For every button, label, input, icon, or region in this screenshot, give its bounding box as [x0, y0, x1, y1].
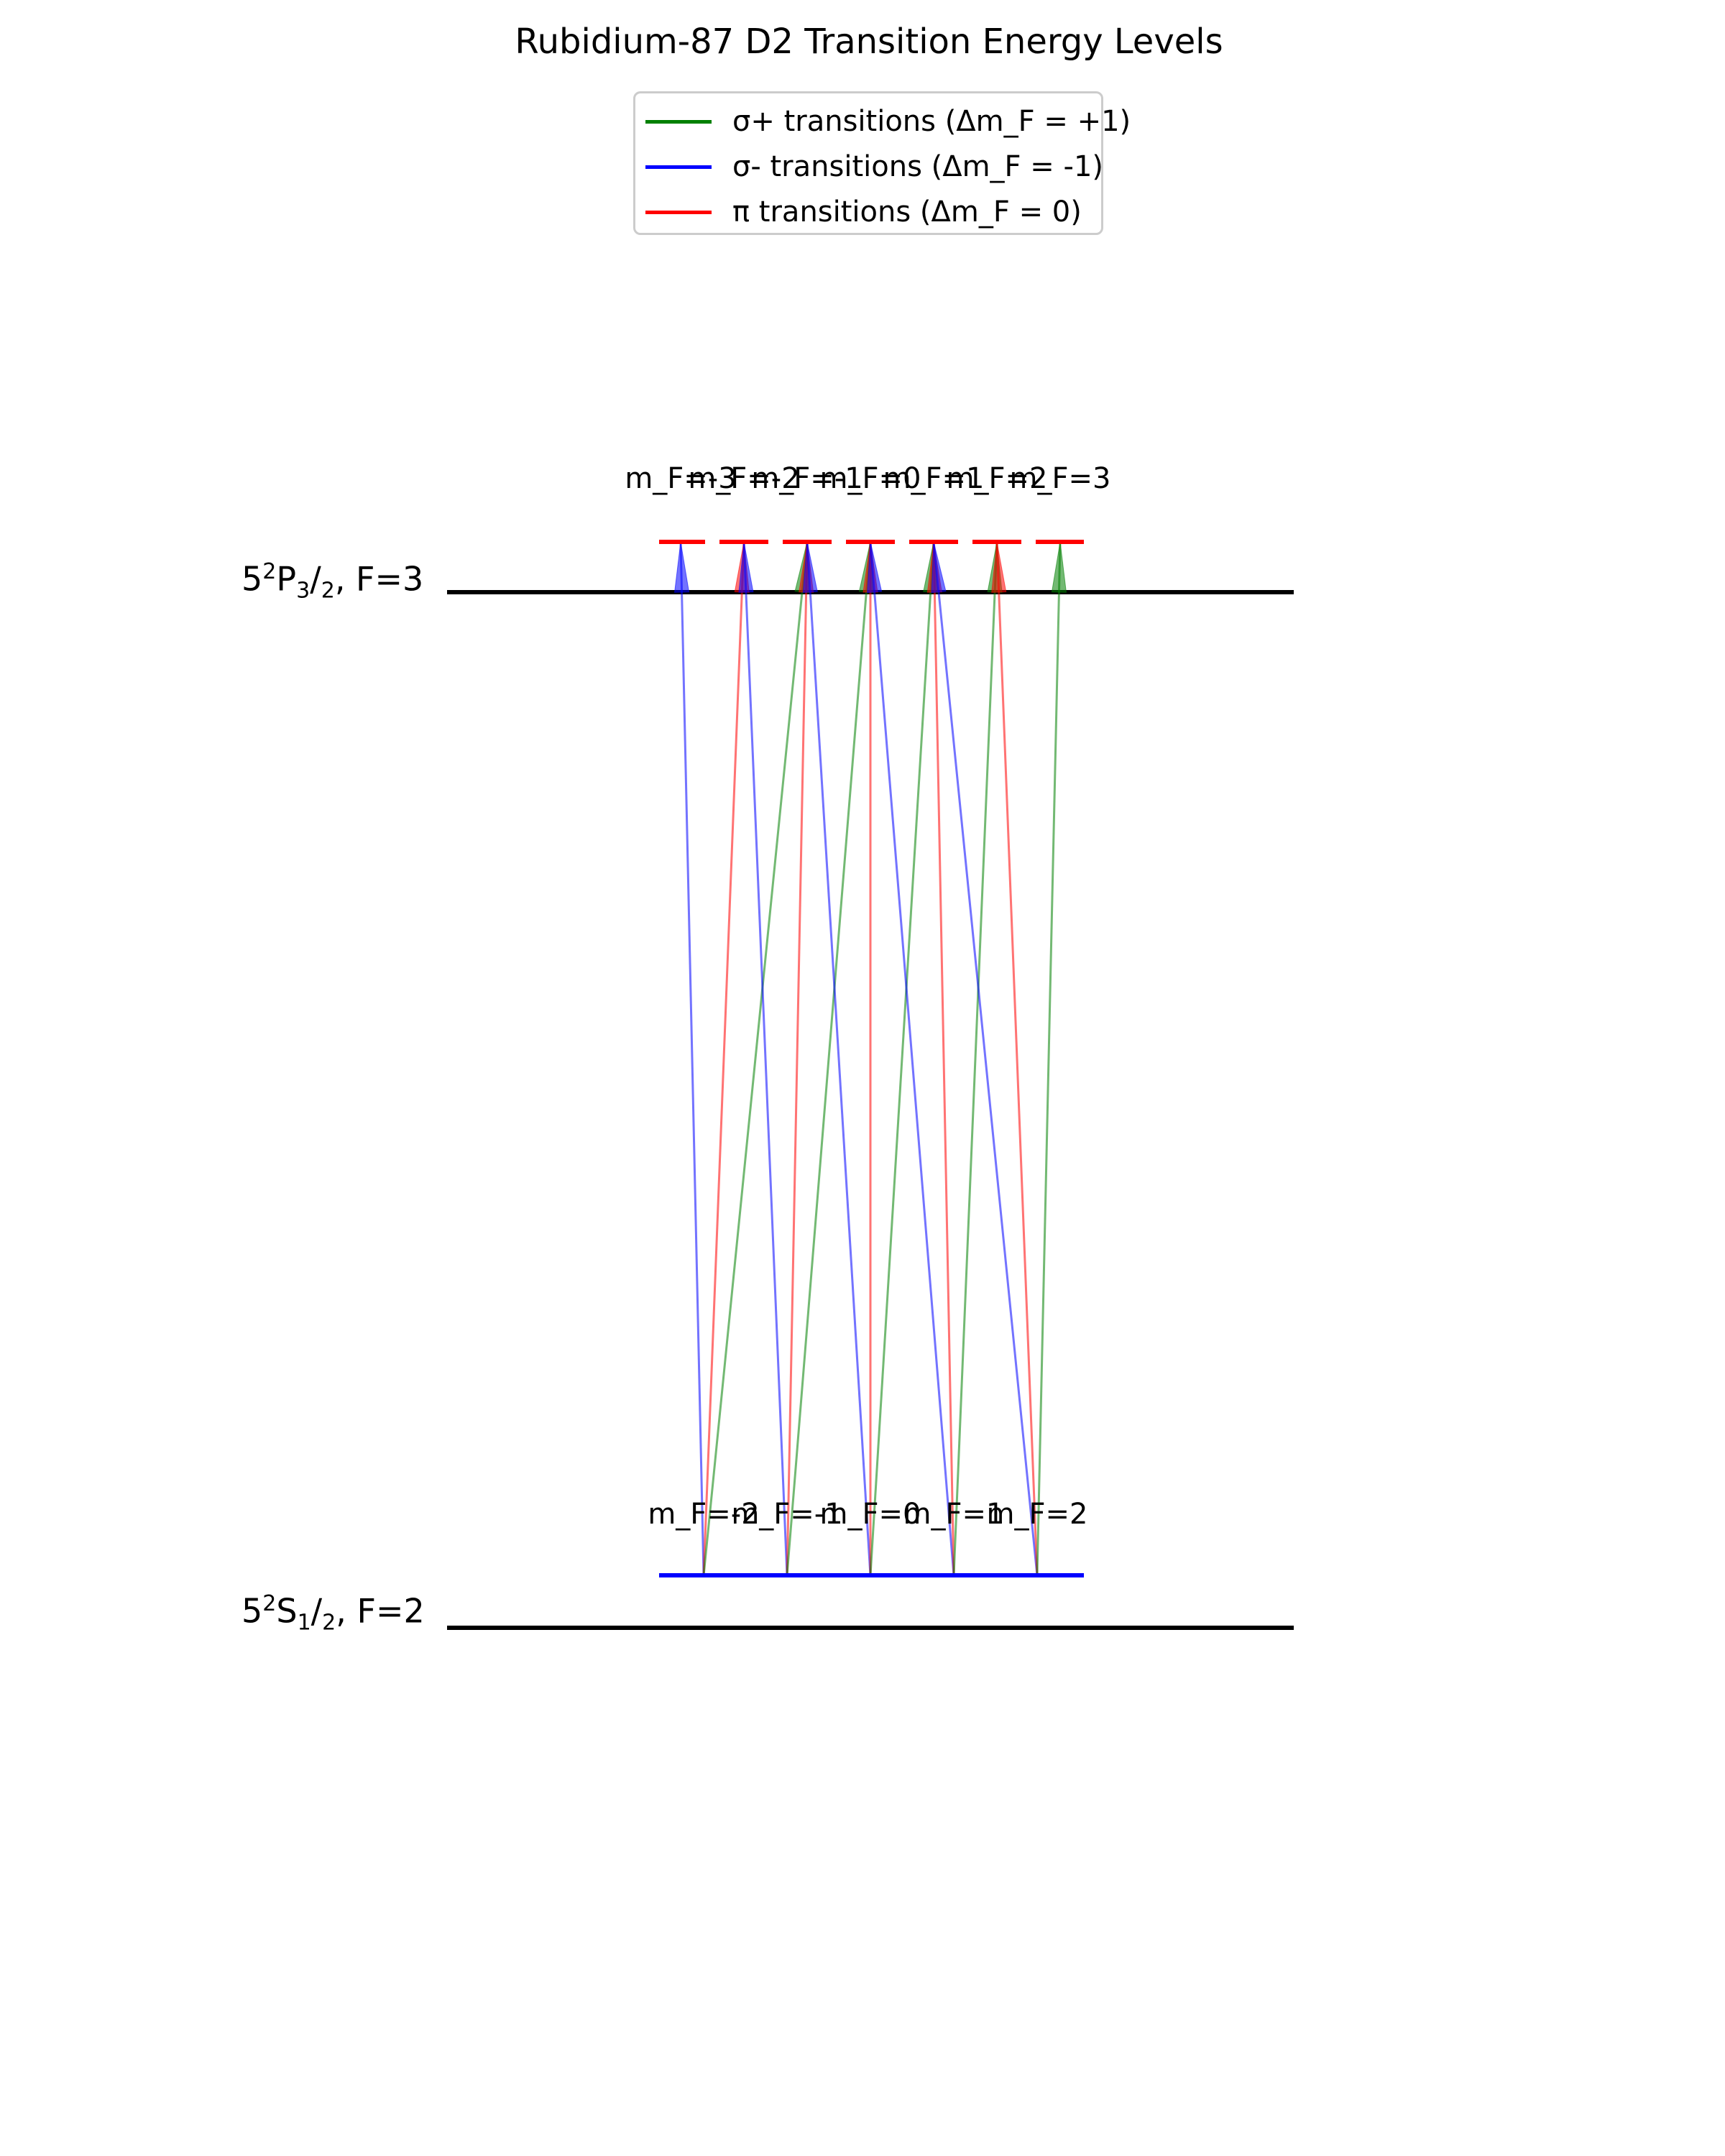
transition-line-sigma--3 [744, 542, 787, 1575]
transitions-layer [675, 542, 1067, 1575]
transition-line-sigma+-11 [954, 542, 997, 1575]
transition-line-pi-13 [997, 542, 1037, 1575]
transition-line-sigma--9 [870, 542, 954, 1575]
transition-line-sigma+-8 [870, 542, 934, 1575]
transition-line-sigma--12 [934, 542, 1037, 1575]
sublevel-labels-layer: m_F=-3m_F=-2m_F=-1m_F=0m_F=1m_F=2m_F=3m_… [625, 462, 1110, 1531]
transition-arrowhead-sigma+-14 [1052, 542, 1066, 592]
transition-arrowhead-sigma--12 [932, 542, 946, 593]
transition-line-sigma+-2 [704, 542, 807, 1575]
transition-arrowhead-sigma--0 [675, 542, 689, 592]
excited-sublevel-label: m_F=3 [1010, 462, 1111, 495]
transition-line-sigma+-5 [787, 542, 870, 1575]
transition-line-pi-10 [934, 542, 954, 1575]
transition-line-pi-4 [787, 542, 807, 1575]
transition-line-sigma--0 [681, 542, 704, 1575]
transition-line-sigma--6 [807, 542, 870, 1575]
transition-line-pi-1 [704, 542, 744, 1575]
transition-line-sigma+-14 [1037, 542, 1060, 1575]
ground-sublevel-label: m_F=2 [987, 1498, 1088, 1531]
